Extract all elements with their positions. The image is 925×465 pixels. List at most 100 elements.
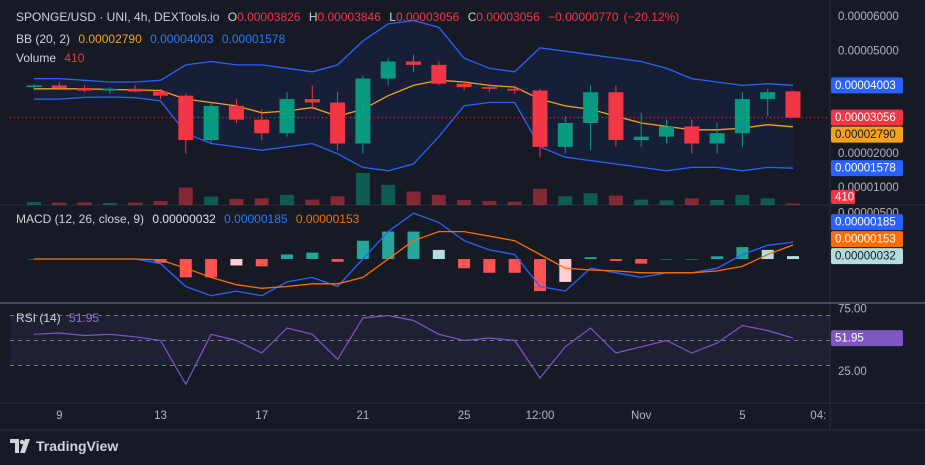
candle-body [532,90,548,147]
y-tick-label: 75.00 [838,303,867,315]
macd-label[interactable]: MACD (12, 26, close, 9) [16,212,145,226]
volume-bar [280,194,294,205]
macd-histogram-bar [356,240,369,260]
volume-bar [558,196,573,205]
x-tick-label: 9 [56,410,62,422]
price-box-label: 0.00000153 [835,234,896,246]
volume-bar [229,198,244,205]
volume-bar [735,194,750,205]
price-box [831,248,903,265]
volume-bar [128,202,143,205]
volume-legend: Volume 410 [16,51,89,65]
macd-histogram-bar [331,259,344,262]
x-tick-label: 04: [810,410,826,422]
candle-body [709,133,725,144]
macd-histogram-bar [382,231,395,260]
x-tick-label: 12:00 [526,410,555,422]
candle-body [633,136,649,141]
high-value: 0.00003846 [317,10,381,24]
volume-bar [482,200,497,205]
volume-bar [786,203,800,205]
volume-bar [507,201,522,205]
price-box-label: 0.00002790 [835,129,896,141]
candle-body [608,92,624,141]
bb-label[interactable]: BB (20, 2) [16,32,71,46]
bb-basis-value: 0.00002790 [78,32,142,46]
candle-body [102,88,118,91]
ohlc-label: C [467,10,477,24]
volume-bar [431,194,446,205]
macd-histogram-bar [660,259,673,260]
change-pct: (−20.12%) [623,10,680,24]
x-tick-label: 17 [255,410,268,422]
candle-body [431,64,447,84]
macd-legend: MACD (12, 26, close, 9) 0.00000032 0.000… [16,212,364,226]
volume-bar [52,202,67,205]
candle-body [330,102,346,144]
price-box [831,126,903,143]
price-box [831,231,903,248]
bb-fill [34,20,793,171]
macd-histogram-bar [407,231,420,260]
macd-histogram-bar [306,252,319,260]
x-tick-label: 21 [357,410,370,422]
price-box-label: 0.00001578 [835,163,896,175]
ohlc-label: H [308,10,318,24]
volume-bar [102,202,117,205]
rsi-line [33,314,794,386]
volume-bar [153,200,168,205]
price-box [831,109,903,126]
volume-bar [684,198,699,205]
ohlc-label: O [227,10,238,24]
price-box-label: 0.00000032 [835,251,896,263]
volume-bar [583,193,598,205]
bb-upper [34,19,794,87]
volume-bar [710,199,725,205]
branding[interactable]: TradingView [10,438,118,454]
open-value: 0.00003826 [237,10,301,24]
ohlc-label: L [389,10,396,24]
macd-histogram-bar [154,259,167,263]
rsi-label[interactable]: RSI (14) [16,311,61,325]
macd-histogram-bar [736,247,749,260]
macd-histogram-bar [230,259,243,266]
close-value: 0.00003056 [476,10,540,24]
volume-bar [178,187,193,205]
volume-box-label: 410 [835,192,854,204]
volume-bar [406,191,421,205]
volume-value: 410 [64,51,85,65]
volume-bar [533,188,547,205]
bb-legend: BB (20, 2) 0.00002790 0.00004003 0.00001… [16,32,290,46]
price-box [831,214,903,231]
price-box [831,160,903,177]
volume-bar [659,200,674,205]
macd-value: 0.00000185 [224,212,288,226]
symbol[interactable]: SPONGE/USD · UNI, 4h, DEXTools.io [16,10,220,24]
candle-body [254,119,270,134]
candle-body [380,61,396,79]
bb-lower [34,96,794,172]
x-tick-label: Nov [631,410,652,422]
volume-bar [27,201,41,205]
bb-lower-value: 0.00001578 [221,32,286,46]
macd-histogram-bar [559,259,572,282]
volume-label[interactable]: Volume [16,51,57,65]
x-tick-label: 25 [458,410,471,422]
macd-hist-value: 0.00000032 [152,212,216,226]
macd-histogram-bar [483,259,496,273]
logo [10,439,30,453]
macd-histogram-bar [609,259,622,261]
y-tick-label: 0.00002000 [838,148,899,160]
candle-body [734,99,750,134]
candle-body [481,87,497,89]
candle-body [557,123,573,147]
candle-body [760,92,776,100]
candle-body [127,88,143,92]
candle-body [355,78,371,144]
volume-bar [330,196,345,205]
y-tick-label: 25.00 [838,366,867,378]
symbol-legend: SPONGE/USD · UNI, 4h, DEXTools.io O0.000… [16,10,684,24]
candle-body [406,61,421,65]
macd-histogram-bar [584,257,597,260]
